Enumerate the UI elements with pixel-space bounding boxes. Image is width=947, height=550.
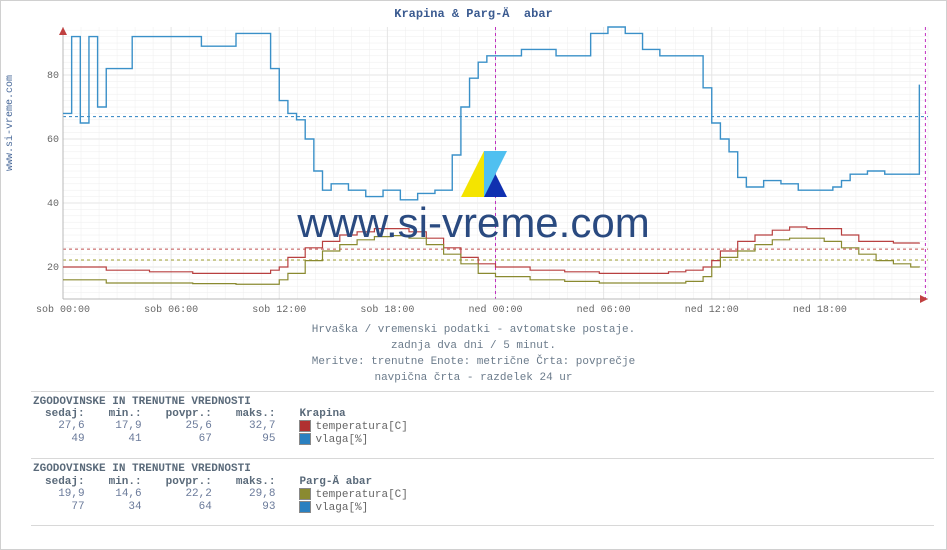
- series-text: vlaga[%]: [315, 502, 368, 514]
- col-now: sedaj:: [33, 408, 97, 420]
- svg-text:20: 20: [47, 263, 59, 274]
- swatch-icon: [299, 501, 311, 513]
- val-now: 19,9: [33, 488, 97, 501]
- col-min: min.:: [97, 475, 154, 488]
- x-axis-labels: sob 00:00sob 06:00sob 12:00sob 18:00ned …: [41, 305, 936, 319]
- stats-header: ZGODOVINSKE IN TRENUTNE VREDNOSTI: [33, 463, 913, 475]
- stats-block-parg: ZGODOVINSKE IN TRENUTNE VREDNOSTI sedaj:…: [33, 463, 913, 514]
- val-min: 34: [97, 501, 154, 514]
- val-now: 49: [33, 433, 97, 446]
- col-min: min.:: [97, 408, 154, 420]
- svg-text:80: 80: [47, 71, 59, 82]
- swatch-icon: [299, 420, 311, 432]
- svg-text:40: 40: [47, 199, 59, 210]
- y-axis-source-label: www.si-vreme.com: [5, 75, 16, 171]
- table-row: 77 34 64 93 vlaga[%]: [33, 501, 420, 514]
- divider-line: [31, 525, 934, 526]
- watermark-logo: [461, 151, 507, 197]
- val-min: 14,6: [97, 488, 154, 501]
- val-now: 77: [33, 501, 97, 514]
- table-row: 49 41 67 95 vlaga[%]: [33, 433, 420, 446]
- chart-caption: Hrvaška / vremenski podatki - avtomatske…: [1, 323, 946, 387]
- val-max: 93: [224, 501, 288, 514]
- caption-line: Hrvaška / vremenski podatki - avtomatske…: [1, 323, 946, 339]
- stats-table: sedaj: min.: povpr.: maks.: Krapina 27,6…: [33, 408, 420, 446]
- table-row: 27,6 17,9 25,6 32,7 temperatura[C]: [33, 420, 420, 433]
- table-row: 19,9 14,6 22,2 29,8 temperatura[C]: [33, 488, 420, 501]
- val-min: 41: [97, 433, 154, 446]
- series-label: vlaga[%]: [287, 433, 419, 446]
- val-now: 27,6: [33, 420, 97, 433]
- stats-header: ZGODOVINSKE IN TRENUTNE VREDNOSTI: [33, 396, 913, 408]
- series-label: temperatura[C]: [287, 488, 419, 501]
- stats-block-krapina: ZGODOVINSKE IN TRENUTNE VREDNOSTI sedaj:…: [33, 396, 913, 446]
- divider-line: [31, 458, 934, 459]
- swatch-icon: [299, 488, 311, 500]
- caption-line: navpična črta - razdelek 24 ur: [1, 371, 946, 387]
- val-avg: 22,2: [154, 488, 224, 501]
- series-text: vlaga[%]: [315, 434, 368, 446]
- caption-line: Meritve: trenutne Enote: metrične Črta: …: [1, 355, 946, 371]
- col-avg: povpr.:: [154, 475, 224, 488]
- val-max: 95: [224, 433, 288, 446]
- val-min: 17,9: [97, 420, 154, 433]
- swatch-icon: [299, 433, 311, 445]
- val-max: 32,7: [224, 420, 288, 433]
- col-station: Parg-Äabar: [287, 475, 419, 488]
- svg-text:60: 60: [47, 135, 59, 146]
- col-station: Krapina: [287, 408, 419, 420]
- caption-line: zadnja dva dni / 5 minut.: [1, 339, 946, 355]
- stats-table: sedaj: min.: povpr.: maks.: Parg-Äabar …: [33, 475, 420, 514]
- watermark-text: www.si-vreme.com: [297, 199, 649, 247]
- col-avg: povpr.:: [154, 408, 224, 420]
- series-text: temperatura[C]: [315, 489, 407, 501]
- val-avg: 25,6: [154, 420, 224, 433]
- divider-line: [31, 391, 934, 392]
- chart-title: Krapina & Parg-Ä abar: [1, 1, 946, 21]
- col-max: maks.:: [224, 475, 288, 488]
- col-now: sedaj:: [33, 475, 97, 488]
- col-max: maks.:: [224, 408, 288, 420]
- val-avg: 64: [154, 501, 224, 514]
- series-label: vlaga[%]: [287, 501, 419, 514]
- series-label: temperatura[C]: [287, 420, 419, 433]
- val-max: 29,8: [224, 488, 288, 501]
- series-text: temperatura[C]: [315, 421, 407, 433]
- val-avg: 67: [154, 433, 224, 446]
